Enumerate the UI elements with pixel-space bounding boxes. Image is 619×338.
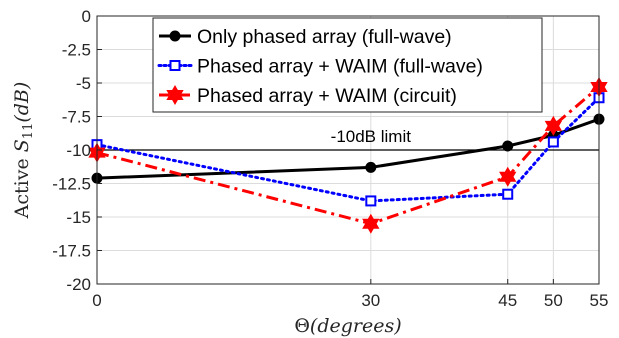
data-point-hexagram	[362, 213, 380, 234]
legend-marker-square	[169, 60, 181, 71]
x-axis-ticks: 0 30 45 50 55	[92, 279, 608, 310]
limit-annotation: -10dB limit	[331, 127, 412, 146]
y-tick-label: -12.5	[52, 175, 91, 194]
legend-label: Only phased array (full-wave)	[197, 26, 452, 48]
y-axis-label-subscript: 11	[21, 123, 36, 140]
legend-item-only-phased-array: Only phased array (full-wave)	[159, 26, 452, 48]
y-axis-label-unit: (dB)	[11, 82, 33, 123]
x-tick-label: 30	[361, 291, 380, 310]
legend-box	[152, 17, 543, 113]
data-point-hexagram	[544, 115, 563, 136]
legend-marker-circle	[169, 30, 181, 42]
y-tick-label: -17.5	[52, 242, 91, 261]
y-tick-label: -20	[66, 275, 91, 294]
data-point-square	[502, 188, 514, 200]
y-axis-label: Active S11(dB)	[11, 82, 36, 220]
legend-label: Phased array + WAIM (circuit)	[197, 85, 457, 107]
x-axis-label-symbol: Θ	[294, 315, 310, 337]
x-tick-label: 45	[498, 291, 517, 310]
y-tick-label: -2.5	[62, 41, 91, 60]
data-point-square	[365, 195, 377, 207]
x-axis-label: Θ(degrees)	[294, 315, 401, 337]
y-axis-label-symbol: S	[11, 139, 33, 152]
legend-item-waim-full-wave: Phased array + WAIM (full-wave)	[157, 56, 483, 78]
y-tick-label: -7.5	[62, 108, 91, 127]
y-tick-label: -10	[66, 141, 91, 160]
x-tick-label: 55	[590, 291, 609, 310]
x-tick-label: 50	[544, 291, 563, 310]
y-tick-label: -15	[66, 208, 91, 227]
data-point-square	[547, 136, 559, 148]
legend-marker-symbol	[166, 85, 184, 105]
legend-marker-hexagram	[166, 85, 184, 105]
y-tick-label: 0	[82, 7, 91, 26]
x-axis-label-unit: (degrees)	[310, 315, 402, 337]
series-line	[95, 96, 601, 203]
legend-marker-symbol	[169, 60, 181, 71]
y-axis-ticks: 0 -2.5 -5 -7.5 -10 -12.5 -15 -17.5 -20	[52, 7, 102, 294]
y-tick-label: -5	[76, 74, 91, 93]
data-point-circle	[365, 161, 377, 173]
legend-item-waim-circuit: Phased array + WAIM (circuit)	[159, 85, 457, 107]
legend-marker-symbol	[169, 30, 181, 42]
data-point-hexagram	[499, 166, 517, 187]
x-tick-label: 0	[92, 291, 101, 310]
y-axis-label-prefix: Active	[11, 152, 33, 219]
legend: Only phased array (full-wave) Phased arr…	[152, 17, 543, 113]
legend-label: Phased array + WAIM (full-wave)	[197, 56, 483, 78]
data-point-circle	[502, 140, 514, 152]
